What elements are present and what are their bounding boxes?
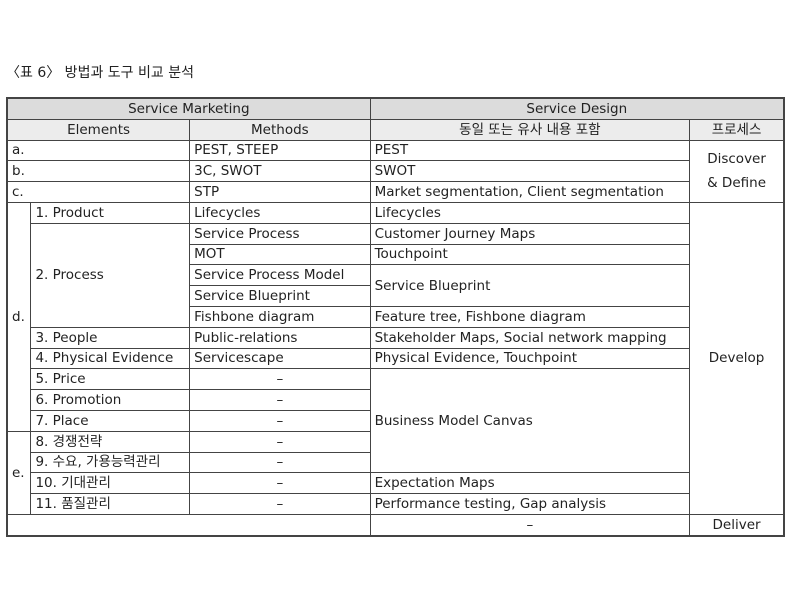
- table-row: d. 1. Product Lifecycles Lifecycles Deve…: [6, 201, 785, 515]
- table-row: 3. People Public-relations Stakeholder M…: [7, 326, 784, 349]
- table-row: Service Process Model Service Blueprint: [7, 264, 784, 307]
- comparison-table: Service Marketing Service Design Element…: [6, 96, 785, 537]
- design-cell: Physical Evidence, Touchpoint: [369, 347, 691, 370]
- header-row: Service Marketing Service Design: [6, 96, 785, 120]
- method-cell: –: [189, 472, 371, 495]
- phase-define: & Define: [707, 175, 766, 192]
- design-cell: Lifecycles: [369, 201, 691, 224]
- table-row: 7. Place –: [7, 409, 784, 432]
- subheader-row: Elements Methods 동일 또는 유사 내용 포함 프로세스: [6, 118, 785, 141]
- phase-discover: Discover: [707, 151, 766, 168]
- design-cell: Performance testing, Gap analysis: [369, 493, 691, 515]
- method-cell: –: [189, 493, 371, 515]
- method-cell: Service Process Model: [189, 264, 371, 287]
- design-cell: Market segmentation, Client segmentation: [369, 181, 691, 203]
- element-cell: b.: [6, 160, 191, 183]
- design-cell: PEST: [369, 139, 691, 162]
- method-cell: –: [189, 430, 371, 453]
- table-row: 10. 기대관리 – Expectation Maps: [7, 472, 784, 495]
- phase-deliver: Deliver: [689, 513, 785, 537]
- empty-cell: [6, 513, 371, 537]
- design-cell: Customer Journey Maps: [369, 222, 691, 245]
- table-row: – Deliver: [6, 513, 785, 537]
- element-cell: c.: [6, 181, 191, 203]
- method-cell: –: [189, 368, 371, 391]
- method-cell: Service Blueprint: [189, 285, 371, 307]
- element-cell: 6. Promotion: [30, 389, 191, 411]
- table-row: b. 3C, SWOT SWOT: [6, 160, 784, 183]
- table-row: 6. Promotion –: [7, 389, 784, 411]
- element-cell: 7. Place: [30, 409, 191, 432]
- method-cell: –: [189, 389, 371, 411]
- method-cell: Lifecycles: [189, 201, 371, 224]
- element-cell: 9. 수요, 가용능력관리: [30, 451, 191, 474]
- group-e-label: e.: [6, 430, 32, 515]
- table-row: Service Blueprint: [7, 285, 784, 307]
- table-row: c. STP Market segmentation, Client segme…: [6, 181, 784, 203]
- phase-discover-define: Discover & Define: [689, 139, 785, 203]
- method-cell: 3C, SWOT: [189, 160, 371, 183]
- element-cell: 2. Process: [30, 222, 191, 328]
- table-row: 2. Process Service Process Customer Jour…: [7, 222, 784, 328]
- header-service-marketing: Service Marketing: [6, 96, 371, 120]
- element-cell: 4. Physical Evidence: [30, 347, 191, 370]
- method-cell: STP: [189, 181, 371, 203]
- method-cell: MOT: [189, 243, 371, 266]
- table-row: e. 8. 경쟁전략 –: [6, 430, 784, 515]
- table-row: a. PEST, STEEP PEST Discover & Define: [6, 139, 785, 203]
- method-cell: –: [189, 451, 371, 474]
- element-cell: a.: [6, 139, 191, 162]
- design-cell: –: [369, 513, 691, 537]
- design-cell: Touchpoint: [369, 243, 691, 266]
- table-row: 4. Physical Evidence Servicescape Physic…: [7, 347, 784, 370]
- table-row: 11. 품질관리 – Performance testing, Gap anal…: [7, 493, 784, 515]
- element-cell: 11. 품질관리: [30, 493, 191, 515]
- method-cell: –: [189, 409, 371, 432]
- element-cell: 8. 경쟁전략: [30, 430, 191, 453]
- phase-develop: Develop: [689, 201, 785, 515]
- method-cell: PEST, STEEP: [189, 139, 371, 162]
- element-cell: 5. Price: [30, 368, 191, 391]
- header-process: 프로세스: [689, 118, 785, 141]
- group-d-label: d.: [6, 201, 32, 432]
- design-cell: Expectation Maps: [369, 472, 691, 495]
- element-cell: 1. Product: [30, 201, 191, 224]
- method-cell: Servicescape: [189, 347, 371, 370]
- header-service-design: Service Design: [369, 96, 785, 120]
- design-cell: Feature tree, Fishbone diagram: [369, 305, 691, 328]
- header-elements: Elements: [6, 118, 191, 141]
- design-cell: SWOT: [369, 160, 691, 183]
- table-row: 5. Price – Business Model Canvas: [7, 368, 784, 474]
- design-cell-bmc: Business Model Canvas: [369, 368, 691, 474]
- header-similar: 동일 또는 유사 내용 포함: [369, 118, 691, 141]
- method-cell: Service Process: [189, 222, 371, 245]
- element-cell: 10. 기대관리: [30, 472, 191, 495]
- method-cell: Fishbone diagram: [189, 305, 371, 328]
- design-cell: Service Blueprint: [369, 264, 691, 307]
- element-cell: 3. People: [30, 326, 191, 349]
- table-caption: 〈표 6〉 방법과 도구 비교 분석: [6, 65, 194, 81]
- method-cell: Public-relations: [189, 326, 371, 349]
- design-cell: Stakeholder Maps, Social network mapping: [369, 326, 691, 349]
- header-methods: Methods: [189, 118, 371, 141]
